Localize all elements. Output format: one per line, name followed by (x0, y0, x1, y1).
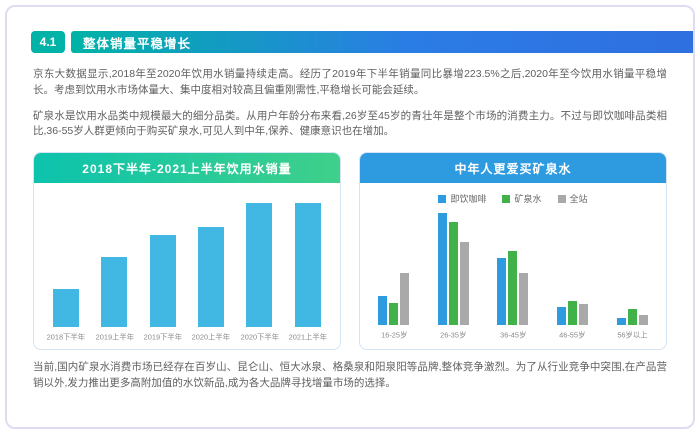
chart-card-water-sales: 2018下半年-2021上半年饮用水销量 2018下半年 2019上半年 2019下… (33, 152, 341, 350)
left-chart-title: 2018下半年-2021上半年饮用水销量 (34, 153, 340, 183)
grouped-bar (616, 318, 626, 325)
grouped-bar (568, 301, 578, 325)
bar (294, 202, 321, 327)
grouped-bar (519, 273, 529, 325)
grouped-bar (508, 251, 518, 325)
chart-card-age-groups: 中年人更爱买矿泉水 即饮咖啡 矿泉水 全站 16-25岁 26-35岁 36-45岁 46… (359, 152, 667, 350)
bar-area (246, 199, 273, 327)
bar-group-bars (557, 213, 589, 325)
bar-group: 16-25岁 (364, 213, 424, 341)
grouped-bar (557, 307, 567, 325)
bar-area (149, 199, 176, 327)
section-header: 4.1 整体销量平稳增长 (31, 31, 693, 53)
section-number-badge: 4.1 (31, 31, 65, 53)
grouped-bar (459, 242, 469, 325)
bar-group-bars (437, 213, 469, 325)
bar (149, 234, 176, 327)
charts-row: 2018下半年-2021上半年饮用水销量 2018下半年 2019上半年 2019下… (33, 152, 667, 350)
x-axis-label: 36-45岁 (499, 330, 527, 340)
legend-item: 全站 (557, 192, 588, 205)
legend-swatch (502, 194, 511, 203)
bar (198, 227, 225, 327)
bar-group: 36-45岁 (483, 213, 543, 341)
bar-group: 46-55岁 (543, 213, 603, 341)
grouped-bar (638, 314, 648, 325)
grouped-bar (448, 221, 458, 325)
legend-item: 即饮咖啡 (438, 192, 486, 205)
grouped-bar (389, 302, 399, 325)
bar-area (294, 199, 321, 327)
grouped-bar (378, 295, 388, 325)
x-axis-label: 2019下半年 (143, 332, 183, 342)
bar-area (198, 199, 225, 327)
paragraph-age-distribution: 矿泉水是饮用水品类中规模最大的细分品类。从用户年龄分布来看,26岁至45岁的青壮… (33, 109, 667, 138)
grouped-bar (437, 213, 447, 325)
bar-column: 2019下半年 (139, 199, 187, 343)
right-chart-plot: 16-25岁 26-35岁 36-45岁 46-55岁 56岁以上 (360, 213, 666, 341)
legend-label: 矿泉水 (514, 194, 542, 204)
x-axis-label: 46-55岁 (559, 330, 586, 340)
legend-swatch (557, 194, 566, 203)
right-chart-legend: 即饮咖啡 矿泉水 全站 (360, 192, 666, 205)
paragraph-market-competition: 当前,国内矿泉水消费市场已经存在百岁山、昆仑山、恒大冰泉、格桑泉和阳泉阳等品牌,… (33, 361, 667, 389)
bar-column: 2020上半年 (187, 199, 235, 343)
paragraph-sales-trend: 京东大数据显示,2018年至2020年饮用水销量持续走高。经历了2019年下半年… (33, 68, 667, 96)
legend-label: 全站 (569, 194, 588, 204)
right-chart-title: 中年人更爱买矿泉水 (360, 153, 666, 183)
x-axis-label: 2020下半年 (240, 332, 279, 342)
bar-group-bars (497, 213, 529, 325)
bar-column: 2018下半年 (42, 199, 90, 343)
bar-column: 2021上半年 (284, 199, 332, 343)
x-axis-label: 2021上半年 (288, 332, 328, 342)
legend-swatch (438, 194, 447, 203)
legend-label: 即饮咖啡 (450, 194, 487, 204)
grouped-bar (579, 303, 589, 325)
bar (101, 256, 128, 327)
bar-group-bars (378, 213, 410, 325)
bar-group-bars (616, 213, 648, 325)
grouped-bar (497, 257, 507, 325)
x-axis-label: 16-25岁 (380, 330, 407, 340)
left-chart-plot: 2018下半年 2019上半年 2019下半年 2020上半年 2020下半年 2021上… (34, 199, 340, 343)
bar-column: 2020下半年 (235, 199, 283, 343)
legend-item: 矿泉水 (502, 192, 542, 205)
x-axis-label: 2018下半年 (46, 332, 86, 342)
x-axis-label: 26-35岁 (440, 330, 467, 340)
bar (246, 202, 273, 327)
section-title: 整体销量平稳增长 (83, 36, 192, 51)
bar-group: 56岁以上 (602, 213, 662, 341)
bar (53, 288, 80, 327)
bar-area (53, 199, 80, 327)
bar-area (101, 199, 128, 327)
grouped-bar (627, 309, 637, 325)
bar-column: 2019上半年 (90, 199, 138, 343)
section-title-ribbon: 整体销量平稳增长 (71, 31, 693, 53)
grouped-bar (400, 273, 410, 325)
x-axis-label: 2020上半年 (191, 332, 231, 342)
report-page: 4.1 整体销量平稳增长 京东大数据显示,2018年至2020年饮用水销量持续走… (5, 5, 695, 429)
x-axis-label: 2019上半年 (95, 332, 134, 342)
x-axis-label: 56岁以上 (617, 330, 648, 340)
bar-group: 26-35岁 (424, 213, 484, 341)
